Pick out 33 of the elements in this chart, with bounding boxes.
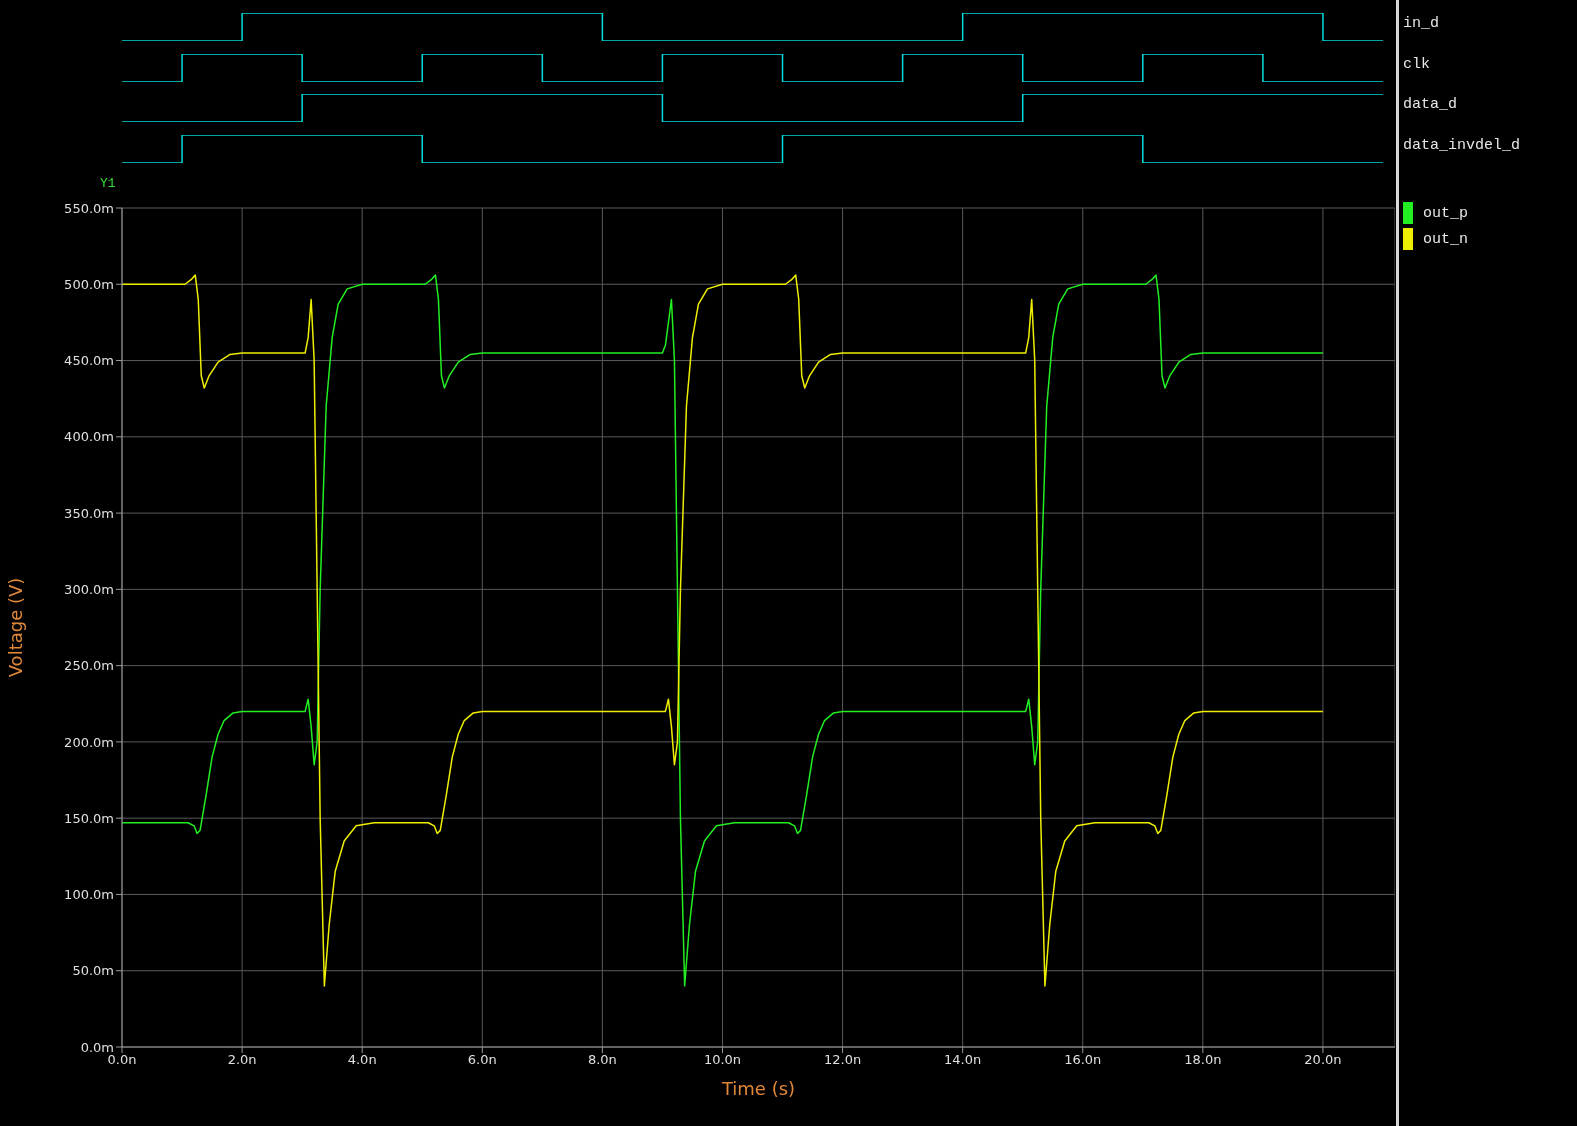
x-tick-label: 0.0n [107,1052,137,1068]
y-tick-label: 300.0m [64,581,114,597]
legend-label: out_n [1423,230,1469,248]
x-tick-label: 2.0n [227,1052,257,1068]
y-tick-label: 550.0m [64,200,114,216]
y-tick-label: 200.0m [64,734,114,750]
text: Y1 [100,176,116,191]
y-tick-label: 400.0m [64,429,114,445]
y-axis-title: Voltage (V) [5,577,27,678]
y-tick-label: 250.0m [64,658,114,674]
x-tick-label: 14.0n [944,1052,982,1068]
y-tick-label: 100.0m [64,887,114,903]
x-tick-label: 20.0n [1304,1052,1342,1068]
x-tick-label: 8.0n [587,1052,617,1068]
y-tick-label: 500.0m [64,276,114,292]
x-tick-label: 18.0n [1184,1052,1222,1068]
legend-label: out_p [1423,204,1469,222]
x-tick-label: 16.0n [1064,1052,1102,1068]
y-tick-label: 50.0m [72,963,114,979]
x-tick-label: 10.0n [703,1052,742,1068]
series-label: data_invdel_d [1403,136,1521,154]
y-tick-label: 450.0m [64,353,114,369]
x-tick-label: 6.0n [467,1052,497,1068]
x-tick-label: 4.0n [347,1052,377,1068]
series-label: data_d [1403,96,1458,113]
y-tick-label: 350.0m [64,505,114,521]
y-tick-label: 150.0m [64,810,114,826]
series-label: clk [1403,55,1431,73]
line-series [122,274,1324,987]
x-axis-title: Time (s) [720,1078,796,1099]
x-tick-label: 12.0n [823,1052,862,1068]
series-label: in_d [1403,15,1440,32]
y-tick-label: 0.0m [80,1039,114,1055]
